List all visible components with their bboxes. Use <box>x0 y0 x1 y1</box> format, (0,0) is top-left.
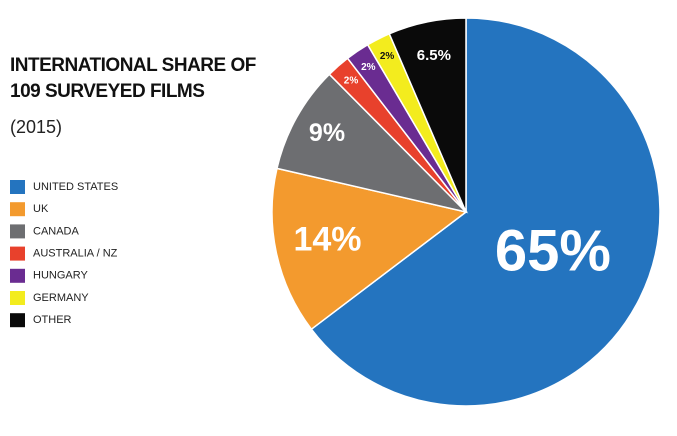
pie-slice <box>388 17 467 213</box>
legend-label: UNITED STATES <box>33 181 118 193</box>
data-label: 2% <box>344 75 359 86</box>
pie-slice <box>310 17 661 407</box>
legend-label: GERMANY <box>33 292 89 304</box>
legend-swatch <box>10 268 25 283</box>
data-label: 65% <box>495 218 611 283</box>
pie-slice <box>271 167 468 331</box>
legend-swatch <box>10 291 25 305</box>
legend-swatch <box>10 224 25 239</box>
legend-label: CANADA <box>33 225 80 237</box>
data-label: 6.5% <box>417 47 451 64</box>
data-label: 2% <box>361 62 376 73</box>
chart-title: INTERNATIONAL SHARE OF 109 SURVEYED FILM… <box>10 55 256 102</box>
data-label: 9% <box>309 119 345 147</box>
legend-label: AUSTRALIA / NZ <box>33 248 118 260</box>
chart-subtitle: (2015) <box>10 117 63 137</box>
legend-swatch <box>10 180 25 194</box>
legend-label: HUNGARY <box>33 270 88 282</box>
data-label: 2% <box>380 51 395 62</box>
legend-swatch <box>10 313 25 328</box>
legend-label: OTHER <box>33 314 72 326</box>
data-label: 14% <box>293 221 361 259</box>
legend-swatch <box>10 246 25 261</box>
legend-swatch <box>10 202 25 217</box>
legend-label: UK <box>33 203 49 215</box>
pie-slice <box>276 73 469 214</box>
